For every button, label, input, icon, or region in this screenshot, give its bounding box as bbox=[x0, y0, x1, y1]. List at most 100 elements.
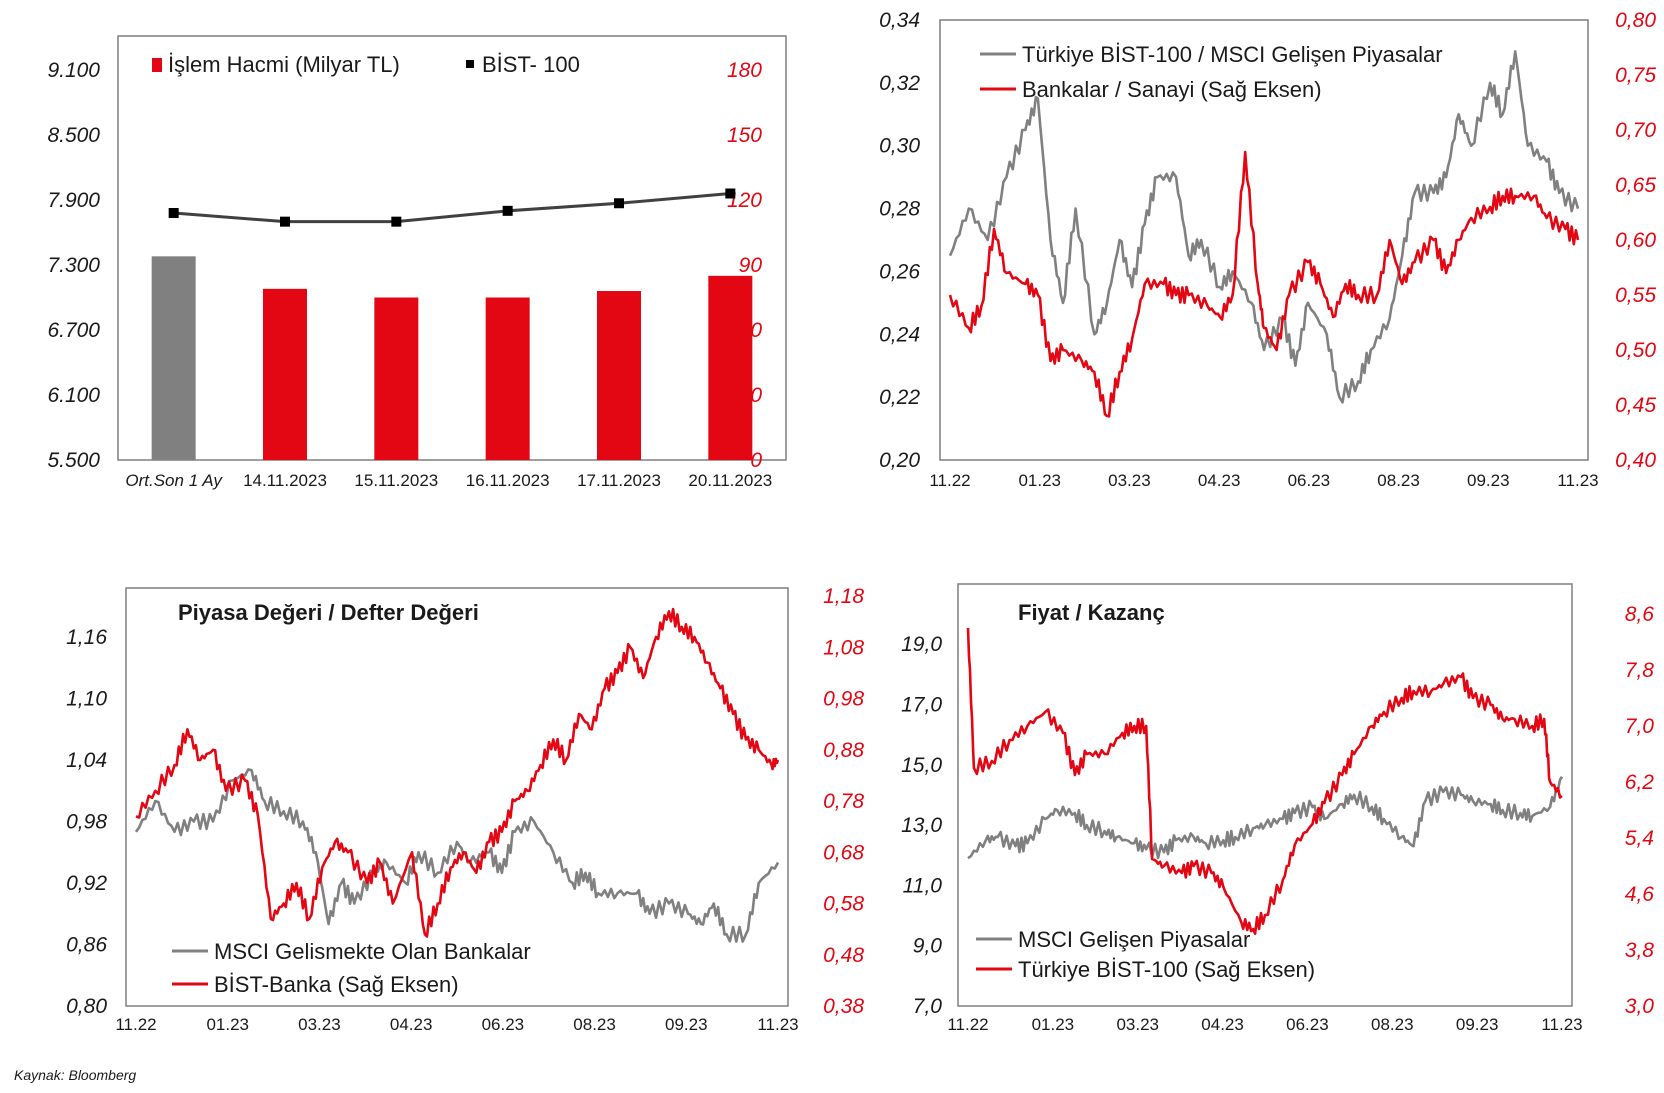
y-right-tick-label: 7,8 bbox=[1625, 659, 1655, 682]
y-left-tick-label: 7.900 bbox=[47, 189, 100, 212]
y-right-tick-label: 0,78 bbox=[823, 790, 864, 813]
y-left-tick-label: 9,0 bbox=[913, 935, 943, 958]
y-right-tick-label: 8,6 bbox=[1625, 603, 1655, 626]
y-right-tick-label: 0,38 bbox=[823, 995, 864, 1018]
y-left-tick-label: 0,80 bbox=[66, 995, 107, 1018]
x-tick-label: 08.23 bbox=[1377, 471, 1420, 490]
x-tick-label: Ort.Son 1 Ay bbox=[125, 471, 223, 490]
y-left-tick-label: 6.700 bbox=[47, 319, 100, 342]
x-tick-label: 08.23 bbox=[573, 1015, 616, 1034]
y-right-tick-label: 0,40 bbox=[1615, 449, 1656, 472]
x-tick-label: 04.23 bbox=[1201, 1015, 1244, 1034]
y-left-tick-label: 9.100 bbox=[47, 59, 100, 82]
x-tick-label: 06.23 bbox=[1286, 1015, 1329, 1034]
y-left-tick-label: 0,98 bbox=[66, 811, 107, 834]
x-tick-label: 09.23 bbox=[665, 1015, 708, 1034]
y-left-tick-label: 7,0 bbox=[913, 995, 943, 1018]
bar bbox=[597, 291, 641, 460]
y-right-tick-label: 150 bbox=[727, 124, 762, 147]
legend-swatch-volume bbox=[152, 58, 162, 72]
y-left-tick-label: 0,32 bbox=[879, 72, 920, 95]
y-right-tick-label: 0,70 bbox=[1615, 119, 1656, 142]
bar bbox=[708, 275, 753, 460]
panel-3-frame bbox=[125, 587, 789, 1007]
bist100-point bbox=[168, 208, 179, 218]
y-right-tick-label: 0,50 bbox=[1615, 339, 1656, 362]
y-left-tick-label: 1,04 bbox=[66, 749, 107, 772]
y-right-tick-label: 120 bbox=[727, 189, 762, 212]
y-left-tick-label: 0,22 bbox=[879, 386, 920, 409]
x-tick-label: 15.11.2023 bbox=[354, 471, 438, 490]
legend-bist100-pe: Türkiye BİST-100 (Sağ Eksen) bbox=[1018, 957, 1315, 982]
x-tick-label: 11.22 bbox=[115, 1015, 156, 1034]
y-left-tick-label: 17,0 bbox=[901, 693, 942, 716]
series-line bbox=[967, 776, 1564, 860]
series-line bbox=[135, 607, 780, 938]
x-tick-label: 03.23 bbox=[1116, 1015, 1159, 1034]
x-tick-label: 09.23 bbox=[1467, 471, 1510, 490]
y-right-tick-label: 1,08 bbox=[823, 636, 864, 659]
y-right-tick-label: 5,4 bbox=[1625, 827, 1654, 850]
y-left-tick-label: 8.500 bbox=[47, 124, 100, 147]
panel-1-frame bbox=[117, 35, 787, 461]
bar bbox=[485, 297, 530, 460]
y-right-tick-label: 90 bbox=[739, 254, 763, 277]
series-line bbox=[948, 150, 1580, 418]
y-left-tick-label: 5.500 bbox=[47, 449, 100, 472]
x-tick-label: 06.23 bbox=[1288, 471, 1331, 490]
x-tick-label: 01.23 bbox=[206, 1015, 249, 1034]
legend-bist100: BİST- 100 bbox=[482, 52, 580, 77]
y-left-tick-label: 6.100 bbox=[47, 384, 100, 407]
y-right-tick-label: 0,45 bbox=[1615, 394, 1656, 417]
x-tick-label: 11.23 bbox=[757, 1015, 798, 1034]
x-tick-label: 11.22 bbox=[929, 471, 970, 490]
x-tick-label: 14.11.2023 bbox=[243, 471, 327, 490]
x-tick-label: 20.11.2023 bbox=[688, 471, 772, 490]
legend-bist-banka: BİST-Banka (Sağ Eksen) bbox=[214, 972, 459, 997]
y-right-tick-label: 0,68 bbox=[823, 841, 864, 864]
bist100-point bbox=[391, 216, 402, 227]
y-right-tick-label: 3,8 bbox=[1625, 939, 1655, 962]
y-right-tick-label: 0,55 bbox=[1615, 284, 1656, 307]
y-left-tick-label: 15,0 bbox=[901, 754, 942, 777]
bist100-point bbox=[614, 198, 624, 209]
bist100-line bbox=[173, 192, 731, 224]
x-tick-label: 03.23 bbox=[298, 1015, 341, 1034]
panel-3-title: Piyasa Değeri / Defter Değeri bbox=[178, 600, 479, 625]
y-left-tick-label: 0,30 bbox=[879, 135, 920, 158]
y-left-tick-label: 0,86 bbox=[66, 934, 107, 957]
y-left-tick-label: 0,34 bbox=[879, 9, 920, 32]
x-tick-label: 04.23 bbox=[1198, 471, 1241, 490]
x-tick-label: 16.11.2023 bbox=[466, 471, 550, 490]
y-right-tick-label: 0,48 bbox=[823, 944, 864, 967]
y-left-tick-label: 1,10 bbox=[66, 688, 107, 711]
bist100-point bbox=[725, 188, 736, 199]
bist100-point bbox=[502, 205, 513, 216]
y-left-tick-label: 0,26 bbox=[879, 260, 920, 283]
y-right-tick-label: 4,6 bbox=[1625, 883, 1655, 906]
y-right-tick-label: 6,2 bbox=[1625, 771, 1655, 794]
y-left-tick-label: 0,92 bbox=[66, 872, 107, 895]
y-right-tick-label: 0,98 bbox=[823, 688, 864, 711]
x-tick-label: 06.23 bbox=[482, 1015, 525, 1034]
bist100-point bbox=[280, 216, 290, 227]
y-left-tick-label: 0,24 bbox=[879, 323, 920, 346]
series-line bbox=[966, 627, 1563, 936]
legend-banks: Bankalar / Sanayi (Sağ Eksen) bbox=[1022, 77, 1322, 102]
source-note: Kaynak: Bloomberg bbox=[14, 1067, 136, 1083]
x-tick-label: 08.23 bbox=[1371, 1015, 1414, 1034]
y-left-tick-label: 11,0 bbox=[903, 874, 943, 897]
x-tick-label: 04.23 bbox=[390, 1015, 433, 1034]
y-right-tick-label: 0,75 bbox=[1615, 64, 1656, 87]
y-right-tick-label: 7,0 bbox=[1625, 715, 1655, 738]
legend-msci-banks: MSCI Gelismekte Olan Bankalar bbox=[214, 939, 531, 964]
series-line bbox=[948, 50, 1580, 404]
bar bbox=[374, 297, 419, 460]
x-tick-label: 01.23 bbox=[1032, 1015, 1075, 1034]
y-right-tick-label: 0,60 bbox=[1615, 229, 1656, 252]
bar bbox=[263, 288, 307, 460]
bar bbox=[151, 256, 196, 460]
y-right-tick-label: 0 bbox=[750, 449, 762, 472]
y-right-tick-label: 1,18 bbox=[823, 585, 864, 608]
